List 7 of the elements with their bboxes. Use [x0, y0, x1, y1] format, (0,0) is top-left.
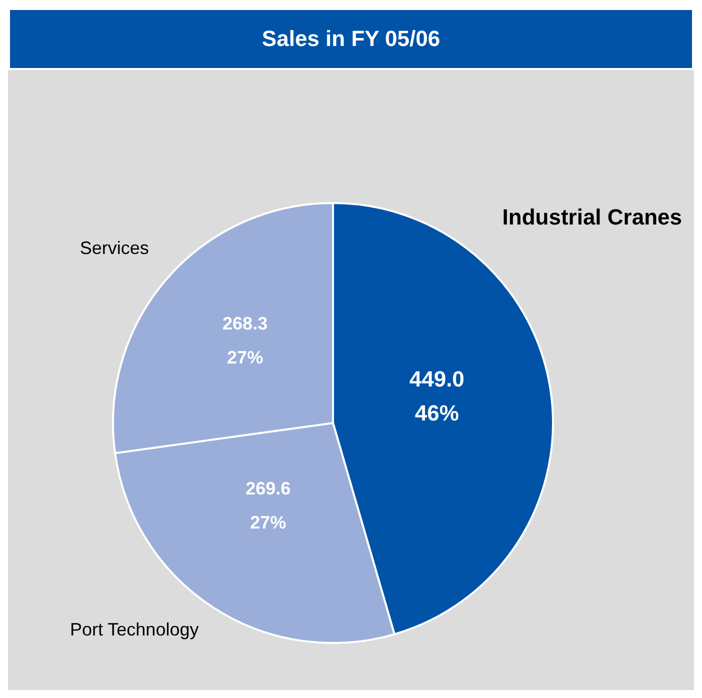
slice-label: Services — [80, 238, 149, 258]
chart-title: Sales in FY 05/06 — [8, 8, 694, 70]
data-label: 449.0 46% — [409, 366, 464, 426]
slice-label: Port Technology — [70, 619, 199, 640]
data-label: 268.3 27% — [222, 314, 268, 368]
data-label: 269.6 27% — [246, 478, 291, 532]
slice-label: Industrial Cranes — [502, 204, 682, 230]
